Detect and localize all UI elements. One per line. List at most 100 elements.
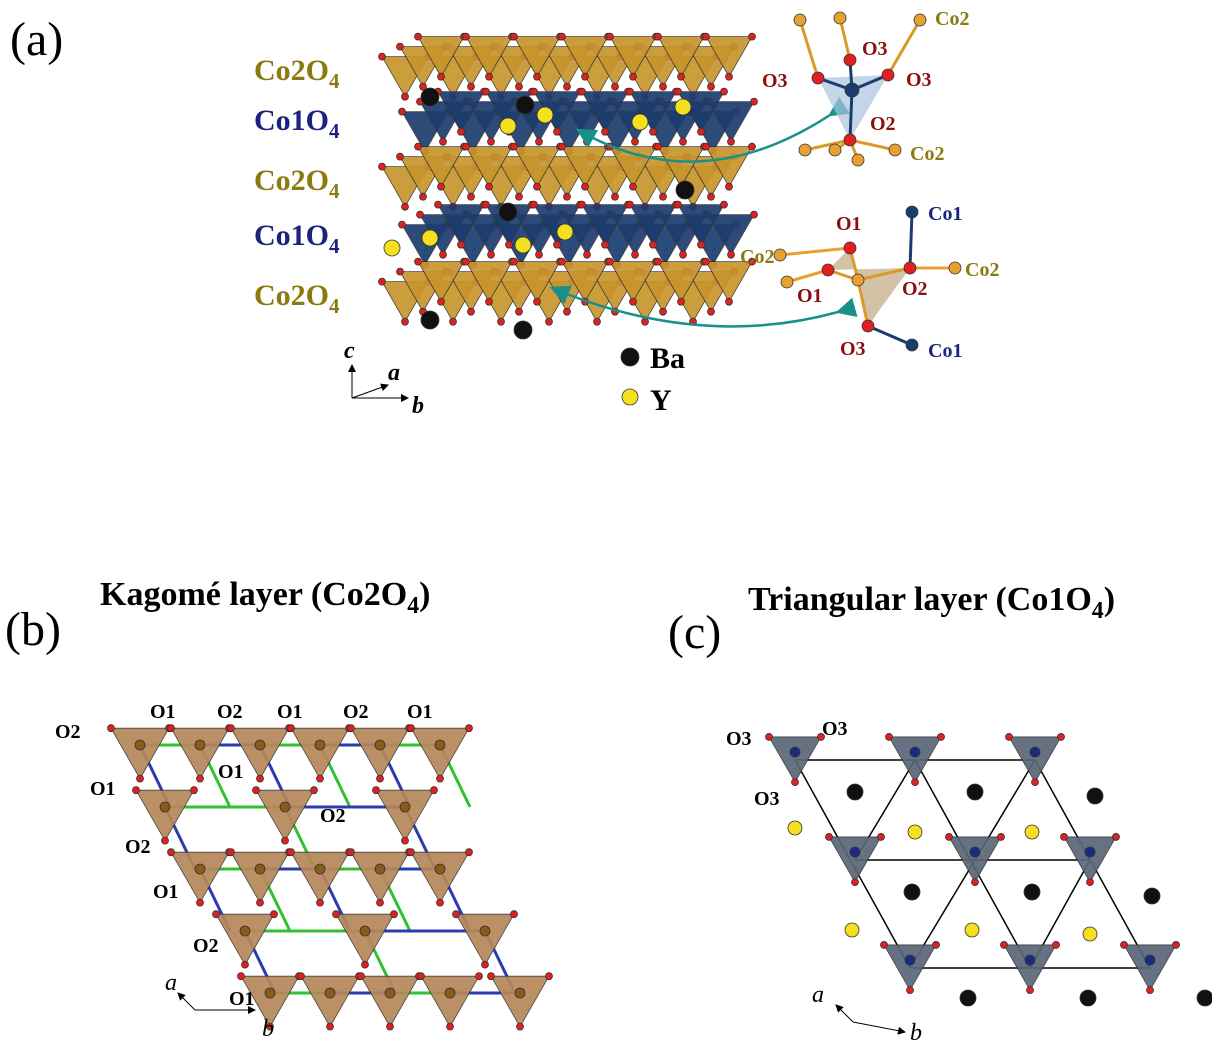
oxygen <box>452 910 460 919</box>
axis-label: a <box>388 360 400 386</box>
oxygen <box>462 142 470 151</box>
bond <box>786 268 829 284</box>
y-atom <box>631 113 649 131</box>
oxygen <box>357 972 365 981</box>
oxygen <box>467 307 475 316</box>
atom-label: O1 <box>407 701 433 723</box>
oxygen <box>641 317 649 326</box>
atom-label: O2 <box>343 701 369 723</box>
atom-label: O2 <box>193 935 219 957</box>
axis <box>177 992 196 1011</box>
tetrahedron <box>410 727 470 780</box>
atom-label: O3 <box>906 69 932 91</box>
ba-atom <box>846 783 864 801</box>
subscript: 4 <box>329 294 340 318</box>
tetrahedron <box>255 789 315 842</box>
atom-label: O2 <box>902 278 928 300</box>
oxygen <box>1120 941 1128 949</box>
atom <box>1029 746 1041 758</box>
oxygen <box>462 257 470 266</box>
oxygen <box>414 32 422 41</box>
tetrahedron <box>170 851 230 904</box>
oxygen <box>398 220 406 229</box>
oxygen <box>877 833 885 841</box>
oxygen <box>372 786 380 795</box>
y-atom <box>383 239 401 257</box>
text-part: ) <box>1104 581 1115 618</box>
oxygen <box>563 192 571 201</box>
oxygen <box>601 127 609 136</box>
oxygen <box>674 200 682 209</box>
oxygen <box>485 72 493 81</box>
atom-label: O2 <box>217 701 243 723</box>
tetrahedron <box>705 261 753 303</box>
atom <box>444 987 456 999</box>
ba-atom <box>420 310 440 330</box>
y-atom <box>907 824 923 840</box>
oxygen <box>851 878 859 887</box>
atom-label: O2 <box>870 113 896 135</box>
tetrahedron <box>707 214 755 256</box>
oxygen <box>533 182 541 191</box>
oxygen <box>906 986 914 995</box>
atom-label: O3 <box>754 788 780 810</box>
oxygen <box>485 182 493 191</box>
atom <box>399 801 411 813</box>
oxygen <box>1031 778 1039 787</box>
bond <box>848 89 854 141</box>
subscript: 4 <box>329 179 340 203</box>
atom <box>374 739 386 751</box>
oxygen <box>212 910 220 919</box>
atom-label: O1 <box>797 285 823 307</box>
oxygen <box>885 733 893 741</box>
oxygen <box>515 82 523 91</box>
oxygen <box>1060 833 1068 841</box>
oxygen <box>530 87 538 96</box>
oxygen <box>497 317 505 326</box>
bond <box>804 138 851 152</box>
oxygen <box>707 307 715 316</box>
oxygen <box>654 257 662 266</box>
oxygen <box>414 257 422 266</box>
tetrahedron <box>888 736 942 783</box>
oxygen <box>237 972 245 981</box>
oxygen <box>401 317 409 326</box>
co2-atom <box>888 143 902 157</box>
oxygen <box>1005 733 1013 741</box>
bond <box>867 324 913 347</box>
oxygen <box>457 127 465 136</box>
oxygen <box>659 82 667 91</box>
oxygen <box>725 182 733 191</box>
tetrahedron <box>420 975 480 1028</box>
oxygen <box>535 250 543 259</box>
oxygen <box>558 257 566 266</box>
subscript: 4 <box>407 593 419 619</box>
oxygen <box>132 786 140 795</box>
tetrahedron <box>215 913 275 966</box>
oxygen <box>390 910 398 919</box>
oxygen <box>167 724 175 733</box>
atom-label: O1 <box>90 778 116 800</box>
layer-label: Co2O4 <box>254 54 340 93</box>
oxygen <box>467 192 475 201</box>
atom-label: O3 <box>726 728 752 750</box>
atom <box>374 863 386 875</box>
oxygen <box>545 317 553 326</box>
oxygen <box>843 53 857 67</box>
text-part: Co1O <box>254 219 329 252</box>
panel-title: Kagomé layer (Co2O4) <box>100 576 430 619</box>
legend-y <box>621 388 639 406</box>
legend-label: Ba <box>650 342 685 375</box>
oxygen <box>702 142 710 151</box>
atom-label: O1 <box>229 988 255 1010</box>
tetrahedron <box>360 975 420 1028</box>
oxygen <box>434 200 442 209</box>
layer-label: Co1O4 <box>254 219 340 258</box>
atom <box>314 863 326 875</box>
oxygen <box>679 250 687 259</box>
tetrahedron <box>290 851 350 904</box>
layer-label: Co2O4 <box>254 279 340 318</box>
oxygen <box>629 297 637 306</box>
tetrahedron <box>883 944 937 991</box>
atom <box>359 925 371 937</box>
